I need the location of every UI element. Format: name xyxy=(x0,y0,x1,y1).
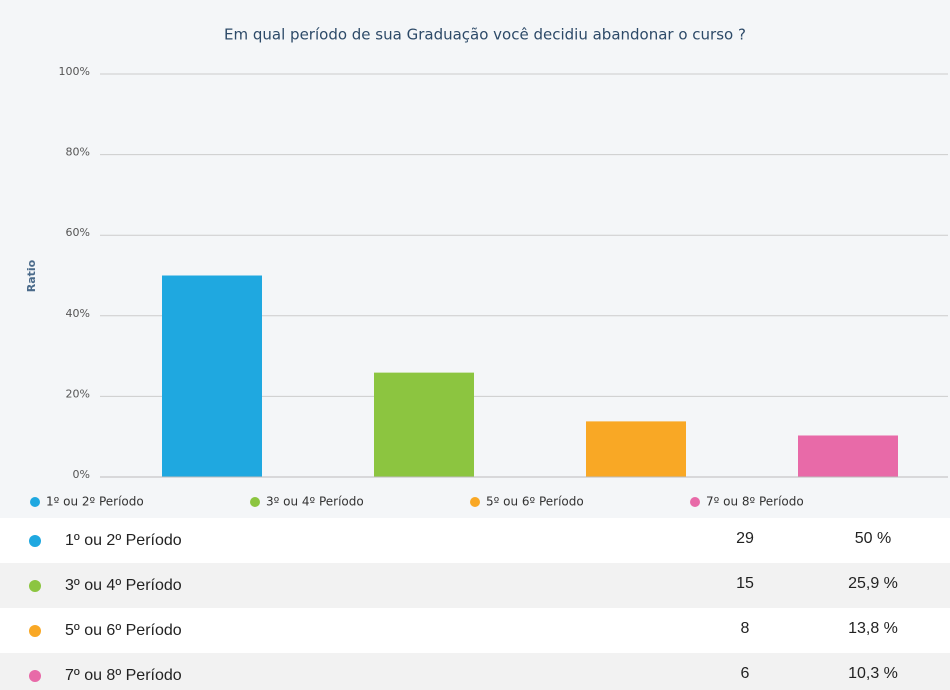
legend-marker xyxy=(250,497,260,507)
row-marker xyxy=(29,535,41,547)
row-percent: 25,9 % xyxy=(848,575,898,592)
legend-label: 5º ou 6º Período xyxy=(486,495,584,509)
chart-title: Em qual período de sua Graduação você de… xyxy=(224,26,746,44)
row-count: 8 xyxy=(741,620,750,637)
legend-label: 3º ou 4º Período xyxy=(266,495,364,509)
chart-background xyxy=(0,0,950,518)
legend-marker xyxy=(690,497,700,507)
row-label: 1º ou 2º Período xyxy=(65,532,182,549)
y-tick-label: 20% xyxy=(66,387,90,400)
bar xyxy=(162,275,262,477)
row-marker xyxy=(29,625,41,637)
y-axis-label: Ratio xyxy=(25,259,38,292)
row-percent: 13,8 % xyxy=(848,620,898,637)
row-marker xyxy=(29,670,41,682)
legend-marker xyxy=(30,497,40,507)
table-row xyxy=(0,518,950,563)
legend-label: 7º ou 8º Período xyxy=(706,495,804,509)
row-percent: 10,3 % xyxy=(848,665,898,682)
y-tick-label: 80% xyxy=(66,146,90,159)
row-count: 15 xyxy=(736,575,754,592)
legend-marker xyxy=(470,497,480,507)
row-label: 5º ou 6º Período xyxy=(65,622,182,639)
y-tick-label: 0% xyxy=(73,468,90,481)
row-marker xyxy=(29,580,41,592)
row-count: 6 xyxy=(741,665,750,682)
table-row xyxy=(0,563,950,608)
bar xyxy=(798,435,898,477)
bar xyxy=(374,372,474,477)
legend-label: 1º ou 2º Período xyxy=(46,495,144,509)
y-tick-label: 40% xyxy=(66,307,90,320)
row-label: 7º ou 8º Período xyxy=(65,667,182,684)
row-count: 29 xyxy=(736,530,754,547)
row-percent: 50 % xyxy=(855,530,891,547)
row-label: 3º ou 4º Período xyxy=(65,577,182,594)
table-row xyxy=(0,608,950,653)
table-row xyxy=(0,653,950,690)
y-tick-label: 60% xyxy=(66,226,90,239)
bar xyxy=(586,421,686,477)
y-tick-label: 100% xyxy=(59,65,90,78)
